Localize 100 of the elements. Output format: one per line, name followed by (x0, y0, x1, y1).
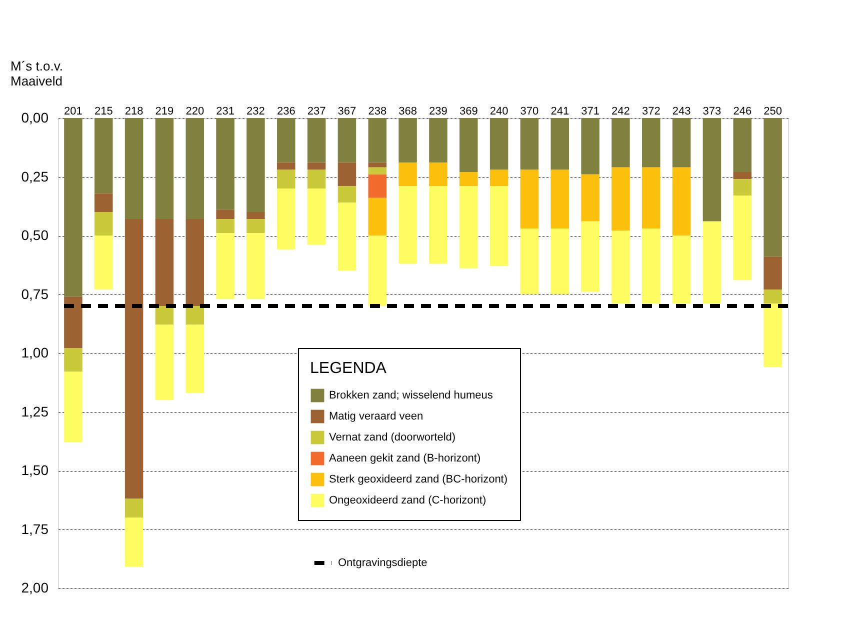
y-tick-label: 0,00 (21, 110, 49, 126)
bar (64, 296, 82, 348)
bar (307, 188, 326, 245)
bar (216, 233, 234, 299)
x-tick-label: 219 (155, 106, 174, 118)
bar (733, 172, 752, 180)
bar (550, 118, 569, 170)
bar (246, 118, 265, 212)
bar (124, 219, 144, 499)
bar (612, 118, 630, 168)
y-tick-label: 0,25 (21, 168, 49, 184)
bar (94, 118, 113, 194)
bar (277, 118, 296, 163)
legend-label: Vernat zand (doorworteld) (329, 432, 456, 444)
bar (94, 212, 113, 236)
bar (398, 186, 417, 264)
bar (581, 174, 600, 222)
bar (307, 162, 326, 170)
bar (490, 186, 508, 266)
x-tick-label: 240 (490, 106, 508, 118)
bar (368, 174, 386, 198)
bar (460, 172, 478, 186)
x-tick-label: 371 (581, 106, 600, 118)
bar (429, 118, 448, 163)
bar (155, 219, 174, 306)
bar (246, 212, 265, 220)
bar (186, 118, 204, 220)
bar (368, 198, 386, 236)
bar (216, 210, 234, 220)
bar (460, 118, 478, 172)
bar (612, 230, 630, 304)
x-tick-label: 215 (94, 106, 113, 118)
bar (460, 186, 478, 268)
y-tick-label: 1,50 (21, 462, 49, 478)
y-tick-label: 1,25 (21, 403, 49, 420)
x-tick-label: 250 (764, 106, 782, 118)
bar (702, 118, 722, 222)
bar (64, 372, 82, 442)
bar (246, 233, 265, 299)
bar (307, 170, 326, 188)
bar (550, 170, 569, 228)
bar (277, 170, 296, 188)
bar (642, 167, 660, 228)
bar (581, 118, 600, 174)
bar (216, 118, 234, 210)
x-tick-label: 231 (216, 106, 234, 118)
x-tick-label: 246 (733, 106, 752, 118)
x-tick-label: 241 (550, 106, 570, 118)
bar (520, 118, 539, 170)
bar (764, 304, 782, 368)
x-tick-label: 236 (276, 106, 296, 118)
bar (368, 162, 386, 168)
y-axis-title: M´s t.o.v. Maaiveld (10, 58, 63, 88)
legend-label: Sterk geoxideerd zand (BC-horizont) (329, 474, 508, 486)
y-tick-label: 1,75 (21, 520, 49, 537)
bar (429, 186, 448, 264)
bar (764, 118, 782, 257)
bar (672, 167, 691, 236)
bar (398, 162, 417, 186)
bar (155, 306, 174, 325)
bar (520, 170, 539, 228)
bar (124, 498, 144, 518)
legend-label: Ongeoxideerd zand (C-horizont) (329, 494, 486, 506)
bar (124, 118, 144, 220)
bar (186, 219, 204, 306)
bar (733, 118, 752, 172)
x-tick-label: 373 (702, 106, 722, 118)
legend-title: LEGENDA (310, 360, 387, 377)
x-tick-label: 367 (338, 106, 356, 118)
x-tick-label: 369 (459, 106, 478, 118)
x-tick-label: 237 (307, 106, 326, 118)
bar (733, 196, 752, 280)
bar (520, 228, 539, 294)
y-tick-label: 1,00 (21, 344, 49, 360)
bar (672, 118, 691, 168)
bar (338, 118, 356, 163)
bar (550, 228, 569, 294)
bar (733, 179, 752, 196)
bar (64, 348, 82, 372)
y-tick-label: 0,50 (21, 227, 49, 243)
y-tick-label: 2,00 (21, 580, 49, 596)
bar (94, 236, 113, 290)
bar (307, 118, 326, 163)
x-tick-label: 239 (429, 106, 448, 118)
bar (277, 188, 296, 250)
x-tick-label: 218 (124, 106, 144, 118)
bar (155, 118, 174, 220)
bar (338, 186, 356, 203)
bar (764, 290, 782, 304)
bar (186, 324, 204, 393)
bar (581, 221, 600, 292)
bar (186, 306, 204, 325)
bar (368, 167, 386, 174)
bar (702, 221, 722, 304)
x-tick-label: 201 (64, 106, 82, 118)
bar (338, 202, 356, 271)
bar (155, 324, 174, 400)
x-tick-label: 238 (368, 106, 387, 118)
bar (94, 193, 113, 212)
bar (429, 162, 448, 186)
